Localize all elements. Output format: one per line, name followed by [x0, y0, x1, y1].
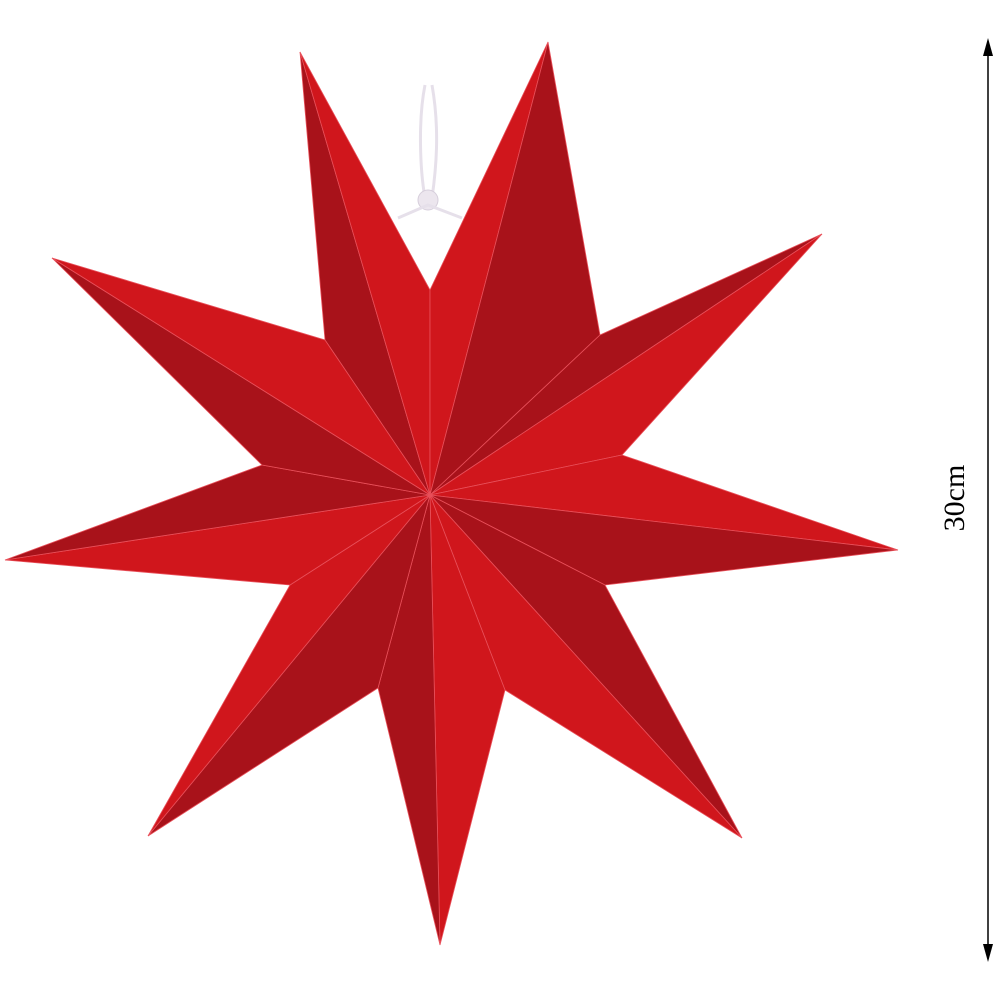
hanging-string	[397, 84, 463, 220]
star-points	[4, 41, 899, 946]
dimension-arrow	[983, 38, 993, 962]
star-facet	[51, 257, 431, 496]
dimension-label: 30cm	[938, 464, 971, 532]
